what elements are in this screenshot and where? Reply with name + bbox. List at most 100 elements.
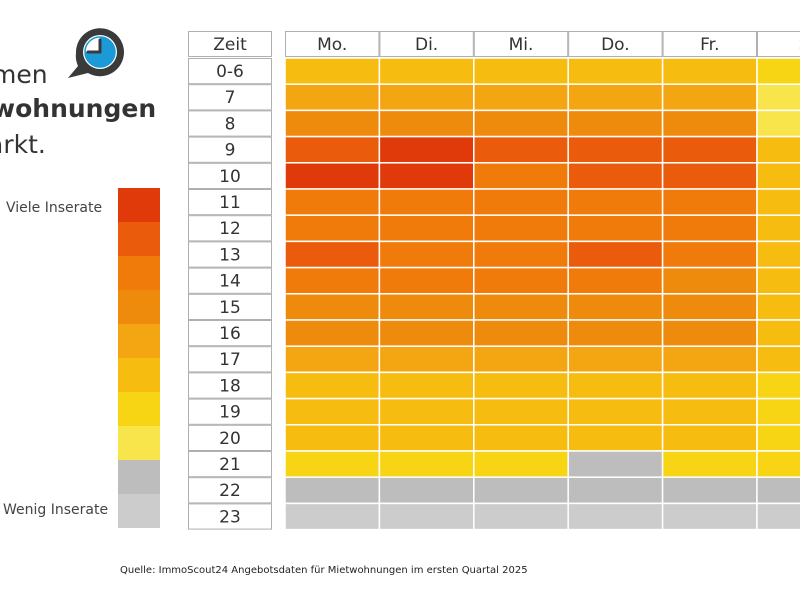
- heatmap-cell: [284, 502, 381, 531]
- heatmap-cell: [284, 214, 381, 243]
- title-line-2: wohnungen: [0, 94, 157, 123]
- heatmap-cell: [661, 345, 758, 374]
- row-label-cell: [188, 189, 272, 216]
- heatmap-cell: [284, 319, 381, 347]
- heatmap-cell: [756, 319, 800, 347]
- row-label: 18: [219, 376, 241, 396]
- heatmap-cell: [567, 450, 664, 478]
- legend-swatch: [118, 392, 160, 426]
- heatmap-cell: [473, 83, 569, 112]
- row-label-cell: [188, 424, 272, 451]
- heatmap-cell: [567, 135, 664, 164]
- column-header-cell: [285, 31, 380, 57]
- row-label: 15: [219, 298, 241, 318]
- heatmap-cell: [756, 502, 800, 531]
- row-label: 10: [219, 167, 241, 187]
- row-label: 13: [219, 245, 241, 265]
- row-label: 8: [225, 114, 236, 134]
- heatmap-cell: [661, 162, 758, 190]
- row-label: 12: [219, 219, 241, 239]
- legend-swatch: [118, 494, 160, 528]
- legend-swatch: [118, 290, 160, 324]
- row-label: 9: [225, 141, 236, 161]
- row-label-cell: [188, 477, 272, 504]
- column-header-label: Mo.: [317, 35, 347, 55]
- heatmap-cell: [661, 293, 758, 321]
- heatmap-cell: [473, 109, 569, 138]
- heatmap-cell: [567, 502, 664, 531]
- heatmap-cell: [473, 502, 569, 531]
- heatmap-cell: [473, 293, 569, 321]
- heatmap-cell: [756, 476, 800, 505]
- row-label: 20: [219, 429, 241, 449]
- heatmap-cell: [473, 240, 569, 269]
- heatmap-cell: [378, 450, 475, 478]
- row-label-cell: [188, 346, 272, 373]
- heatmap-cell: [567, 214, 664, 243]
- row-header-cell: [188, 31, 272, 57]
- heatmap-cell: [284, 266, 381, 295]
- row-label-cell: [188, 267, 272, 294]
- heatmap-cell: [567, 240, 664, 269]
- heatmap-cell: [756, 450, 800, 478]
- heatmap-cell: [284, 240, 381, 269]
- heatmap-cell: [378, 371, 475, 400]
- heatmap-cell: [284, 57, 381, 85]
- heatmap-cell: [567, 397, 664, 426]
- heatmap-cell: [756, 424, 800, 452]
- heatmap-cell: [567, 57, 664, 85]
- heatmap-cell: [378, 266, 475, 295]
- row-label: 21: [219, 455, 241, 475]
- row-label-cell: [188, 372, 272, 399]
- row-label: 7: [225, 88, 236, 108]
- heatmap-cell: [661, 450, 758, 478]
- heatmap-cell: [756, 188, 800, 216]
- heatmap-cell: [473, 57, 569, 85]
- heatmap-cell: [756, 345, 800, 374]
- heatmap-cell: [661, 83, 758, 112]
- title-line-3: arkt.: [0, 130, 46, 159]
- heatmap-cell: [567, 293, 664, 321]
- legend-swatch: [118, 256, 160, 290]
- heatmap-cell: [661, 502, 758, 531]
- heatmap-cell: [567, 83, 664, 112]
- legend-swatch: [118, 426, 160, 460]
- heatmap-cell: [473, 345, 569, 374]
- row-label-cell: [188, 110, 272, 137]
- heatmap-cell: [567, 371, 664, 400]
- heatmap-cell: [473, 371, 569, 400]
- heatmap-cell: [378, 293, 475, 321]
- heatmap-cell: [284, 371, 381, 400]
- row-label-cell: [188, 320, 272, 347]
- column-header-cell: [379, 31, 474, 57]
- column-header-cell: [473, 31, 569, 57]
- heatmap-cell: [284, 397, 381, 426]
- heatmap-cell: [661, 266, 758, 295]
- heatmap-cell: [661, 188, 758, 216]
- heatmap-cell: [378, 397, 475, 426]
- heatmap-cell: [473, 450, 569, 478]
- title-line-1: men: [0, 60, 48, 89]
- column-header-cell: [757, 31, 800, 57]
- legend-swatch: [118, 460, 160, 494]
- column-header-cell: [662, 31, 757, 57]
- heatmap-cell: [473, 476, 569, 505]
- heatmap-cell: [661, 135, 758, 164]
- row-label-cell: [188, 84, 272, 111]
- heatmap-cell: [756, 266, 800, 295]
- column-header-cell: [568, 31, 663, 57]
- heatmap-cell: [473, 266, 569, 295]
- heatmap-cell: [661, 109, 758, 138]
- legend-swatch: [118, 358, 160, 392]
- column-header-label: S: [799, 35, 800, 55]
- heatmap-cell: [284, 450, 381, 478]
- row-label: 22: [219, 481, 241, 501]
- column-header-label: Do.: [601, 35, 630, 55]
- row-label: 23: [219, 507, 241, 527]
- legend-low-label: Wenig Inserate: [3, 502, 109, 518]
- heatmap-cell: [756, 109, 800, 138]
- legend-swatch: [118, 324, 160, 358]
- heatmap-cell: [284, 476, 381, 505]
- heatmap-cell: [661, 57, 758, 85]
- heatmap-cell: [567, 162, 664, 190]
